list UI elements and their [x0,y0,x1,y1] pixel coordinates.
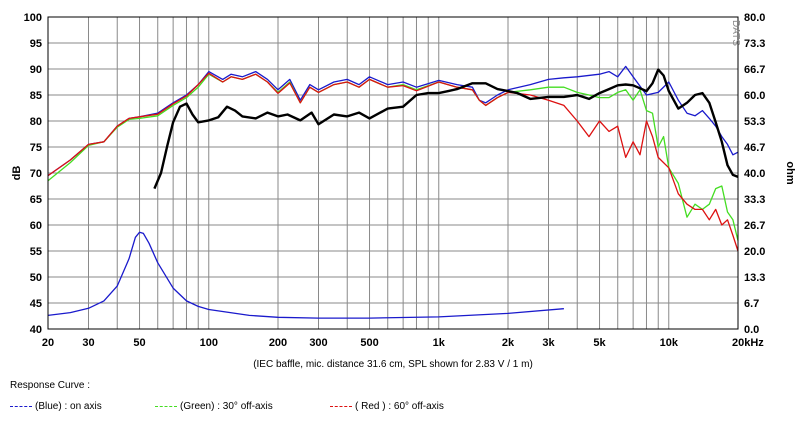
x-tick-label: 1k [433,337,446,349]
y-tick-label: 100 [24,12,42,24]
y-tick-label: 90 [30,64,42,76]
y2-tick-label: 46.7 [744,142,765,154]
legend-label-blue: (Blue) : on axis [35,401,102,412]
measurement-note: (IEC baffle, mic. distance 31.6 cm, SPL … [253,359,533,370]
series-line-2 [47,72,739,252]
y-tick-label: 50 [30,272,42,284]
x-tick-label: 20kHz [732,337,764,349]
legend: Response Curve : (Blue) : on axis (Green… [0,376,800,424]
legend-item-red: ( Red ) : 60° off-axis [330,401,444,412]
y-tick-label: 40 [30,324,42,336]
y-axis-label: dB [11,166,23,181]
y-tick-label: 75 [30,142,42,154]
legend-label-green: (Green) : 30° off-axis [180,401,273,412]
series-line-4 [47,231,564,319]
y-tick-label: 45 [30,298,42,310]
x-tick-label: 300 [309,337,327,349]
chart-series [47,65,739,319]
y2-tick-label: 80.0 [744,12,765,24]
y-tick-label: 85 [30,90,42,102]
y-tick-label: 70 [30,168,42,180]
axis-labels: 100 95 90 85 80 75 70 65 60 55 50 45 40 80.0 73.3 66.7 6… [24,12,766,349]
y2-tick-label: 60.0 [744,90,765,102]
y2-tick-label: 53.3 [744,116,765,128]
y-tick-label: 80 [30,116,42,128]
x-tick-label: 100 [200,337,218,349]
legend-label-red: ( Red ) : 60° off-axis [355,401,444,412]
series-line-3 [153,68,739,190]
x-tick-label: 10k [660,337,679,349]
y2-tick-label: 6.7 [744,298,759,310]
plot-frame [47,16,739,330]
x-tick-label: 5k [593,337,606,349]
y2-tick-label: 40.0 [744,168,765,180]
frequency-response-chart: 100 95 90 85 80 75 70 65 60 55 50 45 40 80.0 73.3 66.7 6… [11,12,796,370]
y2-axis-label: ohm [784,161,796,184]
y2-tick-label: 26.7 [744,220,765,232]
y2-tick-label: 66.7 [744,64,765,76]
legend-item-blue: (Blue) : on axis [10,401,102,412]
x-tick-label: 20 [42,337,54,349]
y2-tick-label: 0.0 [744,324,759,336]
x-tick-label: 3k [542,337,555,349]
dats-watermark: DATS [730,20,741,46]
x-tick-label: 30 [82,337,94,349]
x-tick-label: 50 [133,337,145,349]
y2-tick-label: 13.3 [744,272,765,284]
y2-tick-label: 73.3 [744,38,765,50]
y-tick-label: 65 [30,194,42,206]
legend-title: Response Curve : [10,380,91,391]
x-tick-label: 500 [360,337,378,349]
legend-swatch-red [330,406,352,407]
y-tick-label: 60 [30,220,42,232]
y2-tick-label: 20.0 [744,246,765,258]
y-tick-label: 95 [30,38,42,50]
chart-grid [47,17,739,329]
y2-tick-label: 33.3 [744,194,765,206]
legend-swatch-green [155,406,177,407]
x-tick-label: 200 [269,337,287,349]
series-line-1 [47,73,739,241]
legend-swatch-blue [10,406,32,407]
x-tick-label: 2k [502,337,515,349]
y-tick-label: 55 [30,246,42,258]
legend-item-green: (Green) : 30° off-axis [155,401,273,412]
